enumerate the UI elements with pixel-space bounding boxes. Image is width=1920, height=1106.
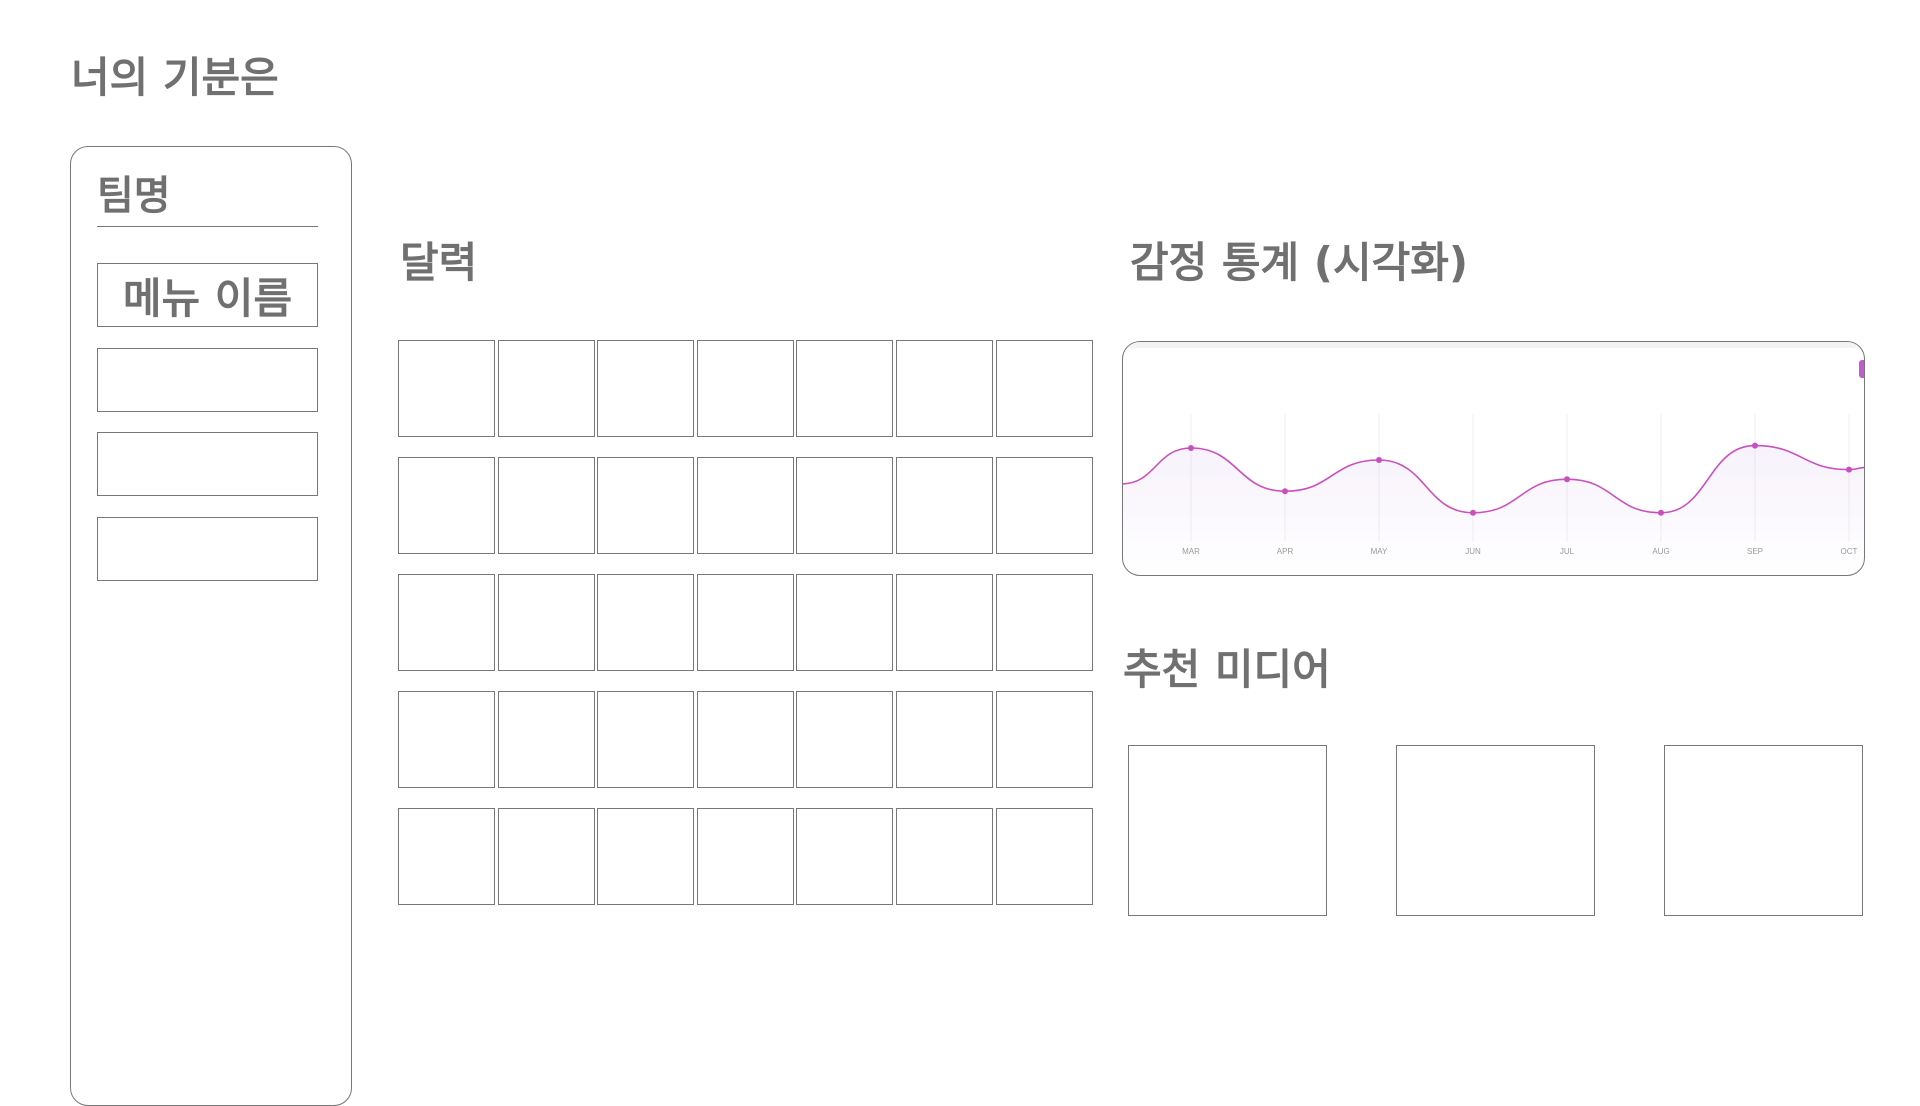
calendar-day-cell[interactable] [895,574,993,671]
calendar-day-cell[interactable] [497,574,595,671]
x-tick-label: APR [1277,547,1294,556]
calendar-day-cell[interactable] [696,340,794,437]
sidebar-menu-item-4[interactable] [97,517,318,581]
series-line [1123,444,1864,514]
sidebar-divider [97,226,318,227]
calendar-day-cell[interactable] [597,691,695,788]
data-point-jul [1564,476,1570,483]
calendar-day-cell[interactable] [398,340,495,437]
calendar-day-cell[interactable] [398,457,495,554]
x-tick-label: JUN [1465,547,1481,556]
data-point-jun [1470,509,1476,516]
calendar-day-cell[interactable] [796,808,894,905]
data-point-aug [1658,509,1664,516]
x-tick-label: MAY [1371,547,1388,556]
calendar-day-cell[interactable] [597,574,695,671]
data-point-apr [1282,488,1288,495]
calendar-day-cell[interactable] [895,340,993,437]
calendar-day-cell[interactable] [796,457,894,554]
x-tick-label: OCT [1841,547,1858,556]
recommend-title: 추천 미디어 [1123,645,1331,694]
sidebar-menu-item-1[interactable]: 메뉴 이름 [97,263,318,327]
calendar-day-cell[interactable] [796,340,894,437]
data-point-oct [1846,466,1852,473]
calendar-day-cell[interactable] [995,340,1093,437]
x-tick-label: MAR [1182,547,1200,556]
calendar-day-cell[interactable] [796,691,894,788]
calendar-day-cell[interactable] [995,574,1093,671]
emotion-chart: MAR APR MAY JUN JUL AUG SEP OCT [1122,341,1865,576]
stats-title: 감정 통계 (시각화) [1130,238,1469,287]
x-tick-label: SEP [1747,547,1763,556]
calendar-day-cell[interactable] [398,691,495,788]
calendar-day-cell[interactable] [597,808,695,905]
data-point-may [1376,457,1382,463]
sidebar-menu-item-3[interactable] [97,432,318,496]
calendar-day-cell[interactable] [497,691,595,788]
calendar-day-cell[interactable] [497,340,595,437]
calendar-grid [398,340,1093,905]
team-name: 팀명 [97,173,171,219]
calendar-day-cell[interactable] [895,457,993,554]
chart-scroll-handle[interactable] [1859,360,1864,378]
calendar-day-cell[interactable] [696,808,794,905]
data-point-sep [1752,442,1758,449]
calendar-day-cell[interactable] [995,691,1093,788]
media-card-1[interactable] [1128,745,1327,916]
page-title: 너의 기분은 [71,53,279,102]
emotion-chart-svg: MAR APR MAY JUN JUL AUG SEP OCT [1123,342,1864,575]
calendar-day-cell[interactable] [497,457,595,554]
calendar-day-cell[interactable] [497,808,595,905]
calendar-day-cell[interactable] [895,808,993,905]
calendar-day-cell[interactable] [696,574,794,671]
calendar-day-cell[interactable] [398,574,495,671]
calendar-day-cell[interactable] [398,808,495,905]
calendar-day-cell[interactable] [696,691,794,788]
calendar-day-cell[interactable] [895,691,993,788]
x-tick-label: AUG [1652,547,1669,556]
calendar-day-cell[interactable] [796,574,894,671]
sidebar: 팀명 메뉴 이름 [70,146,352,1106]
calendar-day-cell[interactable] [597,340,695,437]
calendar-day-cell[interactable] [995,808,1093,905]
calendar-day-cell[interactable] [597,457,695,554]
sidebar-menu-item-2[interactable] [97,348,318,412]
chart-top-band [1123,342,1864,348]
data-point-mar [1188,445,1194,451]
x-tick-label: JUL [1560,547,1575,556]
media-card-2[interactable] [1396,745,1595,916]
media-card-3[interactable] [1664,745,1863,916]
calendar-day-cell[interactable] [995,457,1093,554]
calendar-title: 달력 [400,238,478,287]
calendar-day-cell[interactable] [696,457,794,554]
